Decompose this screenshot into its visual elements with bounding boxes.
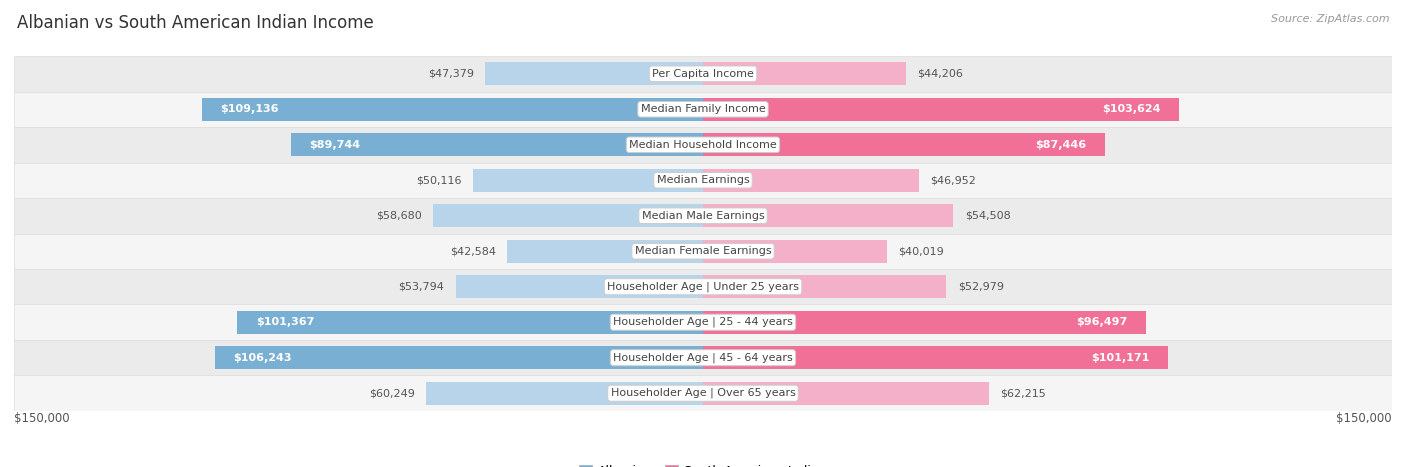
Bar (456, 275, 703, 298)
Text: $150,000: $150,000 (1336, 412, 1392, 425)
Legend: Albanian, South American Indian: Albanian, South American Indian (575, 460, 831, 467)
Text: Median Family Income: Median Family Income (641, 104, 765, 114)
Text: $89,744: $89,744 (309, 140, 360, 150)
Text: Householder Age | Over 65 years: Householder Age | Over 65 years (610, 388, 796, 398)
Bar (426, 382, 703, 405)
Text: $103,624: $103,624 (1102, 104, 1160, 114)
Text: Householder Age | 45 - 64 years: Householder Age | 45 - 64 years (613, 353, 793, 363)
Bar (14, 269, 1392, 304)
Bar (703, 275, 946, 298)
Bar (238, 311, 703, 334)
Bar (703, 346, 1167, 369)
Text: Householder Age | 25 - 44 years: Householder Age | 25 - 44 years (613, 317, 793, 327)
Text: $101,367: $101,367 (256, 317, 314, 327)
Text: $44,206: $44,206 (918, 69, 963, 79)
Bar (14, 92, 1392, 127)
Bar (14, 127, 1392, 163)
Bar (703, 382, 988, 405)
Text: Per Capita Income: Per Capita Income (652, 69, 754, 79)
Bar (703, 240, 887, 263)
Text: $96,497: $96,497 (1077, 317, 1128, 327)
Bar (215, 346, 703, 369)
Bar (703, 98, 1180, 121)
Bar (14, 56, 1392, 92)
Text: $109,136: $109,136 (221, 104, 278, 114)
Text: $40,019: $40,019 (898, 246, 943, 256)
Bar (14, 304, 1392, 340)
Bar (14, 234, 1392, 269)
Text: $62,215: $62,215 (1000, 388, 1046, 398)
Text: $54,508: $54,508 (965, 211, 1011, 221)
Bar (703, 311, 1146, 334)
Bar (14, 198, 1392, 234)
Bar (14, 340, 1392, 375)
Bar (291, 133, 703, 156)
Text: $50,116: $50,116 (416, 175, 461, 185)
Text: Median Male Earnings: Median Male Earnings (641, 211, 765, 221)
Bar (703, 133, 1105, 156)
Text: $42,584: $42,584 (450, 246, 496, 256)
Bar (485, 62, 703, 85)
Text: $53,794: $53,794 (398, 282, 444, 292)
Text: $150,000: $150,000 (14, 412, 70, 425)
Bar (14, 375, 1392, 411)
Bar (14, 163, 1392, 198)
Bar (703, 62, 905, 85)
Text: Median Household Income: Median Household Income (628, 140, 778, 150)
Text: $106,243: $106,243 (233, 353, 292, 363)
Text: $87,446: $87,446 (1035, 140, 1087, 150)
Text: $46,952: $46,952 (931, 175, 976, 185)
Bar (472, 169, 703, 192)
Bar (433, 204, 703, 227)
Bar (703, 169, 918, 192)
Text: Householder Age | Under 25 years: Householder Age | Under 25 years (607, 282, 799, 292)
Bar (508, 240, 703, 263)
Text: $60,249: $60,249 (368, 388, 415, 398)
Text: Albanian vs South American Indian Income: Albanian vs South American Indian Income (17, 14, 374, 32)
Text: Median Female Earnings: Median Female Earnings (634, 246, 772, 256)
Text: $47,379: $47,379 (427, 69, 474, 79)
Text: Source: ZipAtlas.com: Source: ZipAtlas.com (1271, 14, 1389, 24)
Bar (201, 98, 703, 121)
Text: $101,171: $101,171 (1091, 353, 1149, 363)
Text: Median Earnings: Median Earnings (657, 175, 749, 185)
Text: $58,680: $58,680 (377, 211, 422, 221)
Bar (703, 204, 953, 227)
Text: $52,979: $52,979 (957, 282, 1004, 292)
